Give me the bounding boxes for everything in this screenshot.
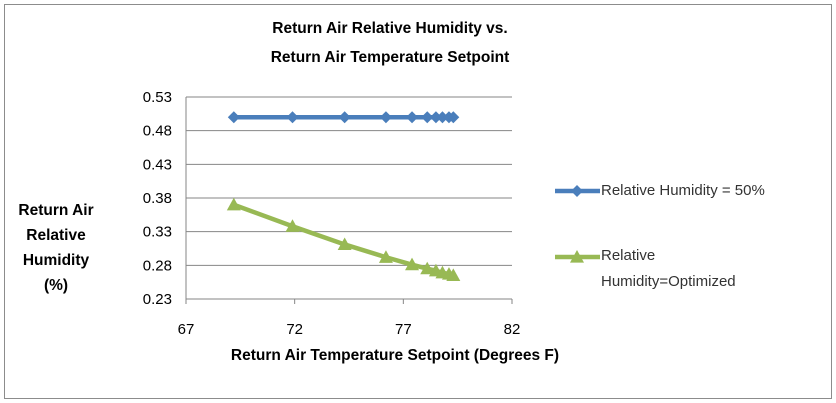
series-1-point <box>286 111 299 124</box>
y-tick-label: 0.23 <box>143 291 172 308</box>
series-1-point <box>379 111 392 124</box>
legend-label-series-2-line-1: Relative <box>601 247 656 264</box>
legend-swatch-marker-1 <box>571 185 583 197</box>
x-tick-label: 82 <box>504 321 521 338</box>
y-axis-label-line-2: Relative <box>26 227 86 244</box>
x-tick-label: 67 <box>178 321 195 338</box>
x-tick-label: 77 <box>395 321 412 338</box>
legend-swatch-marker-2 <box>570 250 584 263</box>
y-tick-label: 0.33 <box>143 224 172 241</box>
series-2-point <box>226 197 241 211</box>
legend-label-series-2-line-2: Humidity=Optimized <box>601 273 736 290</box>
y-tick-label: 0.28 <box>143 257 172 274</box>
x-axis-label: Return Air Temperature Setpoint (Degrees… <box>230 347 560 364</box>
y-axis-label: Return Air Relative Humidity (%) <box>8 198 104 298</box>
x-tick-label: 72 <box>286 321 303 338</box>
series-2-point <box>337 237 352 251</box>
series-1-point <box>436 111 449 124</box>
series-2-point <box>378 250 393 263</box>
y-axis-label-line-1: Return Air <box>18 202 94 219</box>
series-1-point <box>447 111 460 124</box>
series-2-point <box>285 219 300 232</box>
series-1-point <box>338 111 351 124</box>
y-tick-label: 0.38 <box>143 190 172 207</box>
y-tick-label: 0.43 <box>143 156 172 173</box>
y-tick-label: 0.48 <box>143 123 172 140</box>
chart-title-line-1: Return Air Relative Humidity vs. <box>272 20 508 37</box>
series-1-point <box>227 111 240 124</box>
series-2-point <box>446 268 461 282</box>
y-axis-label-line-3: Humidity <box>22 252 90 269</box>
y-tick-label: 0.53 <box>143 89 172 106</box>
series-1-point <box>406 111 419 124</box>
series-1-point <box>421 111 434 124</box>
series-1-point <box>429 111 442 124</box>
series-2-point <box>405 257 420 271</box>
chart-title-line-2: Return Air Temperature Setpoint <box>270 49 510 66</box>
series-2-point <box>420 261 435 275</box>
legend-label-series-2: Relative Humidity=Optimized <box>601 243 821 295</box>
legend-label-series-1: Relative Humidity = 50% <box>601 182 765 199</box>
chart-frame <box>4 4 832 399</box>
y-axis-label-line-4: (%) <box>43 277 69 294</box>
